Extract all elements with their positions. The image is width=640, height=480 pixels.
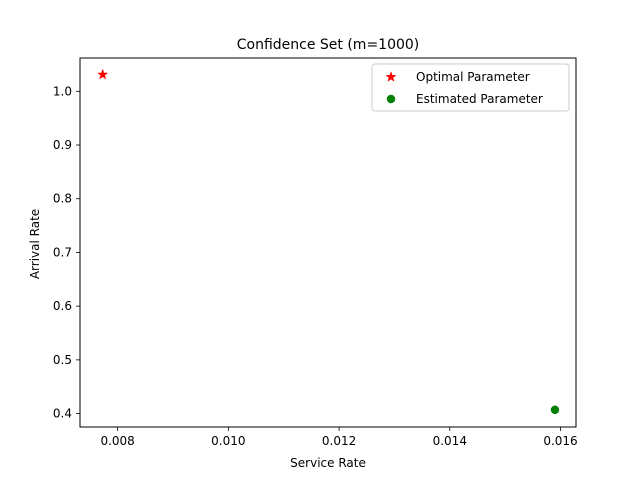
legend: Optimal Parameter Estimated Parameter: [371, 63, 570, 112]
plot-area-frame: [79, 57, 577, 428]
x-axis-ticks: 0.008 0.010 0.012 0.014 0.016: [100, 427, 578, 448]
x-tick-label: 0.014: [433, 434, 467, 448]
y-tick-label: 0.7: [53, 245, 72, 259]
estimated-parameter-point: [550, 405, 560, 415]
x-tick-label: 0.008: [100, 434, 134, 448]
legend-label-optimal-parameter: Optimal Parameter: [416, 70, 530, 84]
x-tick-label: 0.012: [322, 434, 356, 448]
x-tick-label: 0.016: [543, 434, 577, 448]
y-tick-label: 0.9: [53, 138, 72, 152]
x-tick-label: 0.010: [211, 434, 245, 448]
data-points: [97, 68, 560, 415]
legend-marker-optimal-parameter: [385, 71, 397, 82]
chart-title: Confidence Set (m=1000): [237, 37, 420, 53]
y-tick-label: 0.4: [53, 407, 72, 421]
y-axis-label: Arrival Rate: [28, 209, 42, 279]
legend-marker-estimated-parameter: [386, 94, 396, 104]
legend-box: [371, 63, 570, 112]
optimal-parameter-point: [97, 68, 109, 80]
x-axis-label: Service Rate: [290, 456, 366, 470]
star-marker-icon: [385, 71, 397, 82]
y-tick-label: 0.8: [53, 192, 72, 206]
circle-marker-icon: [386, 94, 396, 104]
y-axis-ticks: 0.4 0.5 0.6 0.7 0.8 0.9 1.0: [53, 84, 80, 421]
legend-label-estimated-parameter: Estimated Parameter: [416, 92, 543, 106]
y-tick-label: 0.5: [53, 353, 72, 367]
y-tick-label: 1.0: [53, 84, 72, 98]
y-tick-label: 0.6: [53, 299, 72, 313]
